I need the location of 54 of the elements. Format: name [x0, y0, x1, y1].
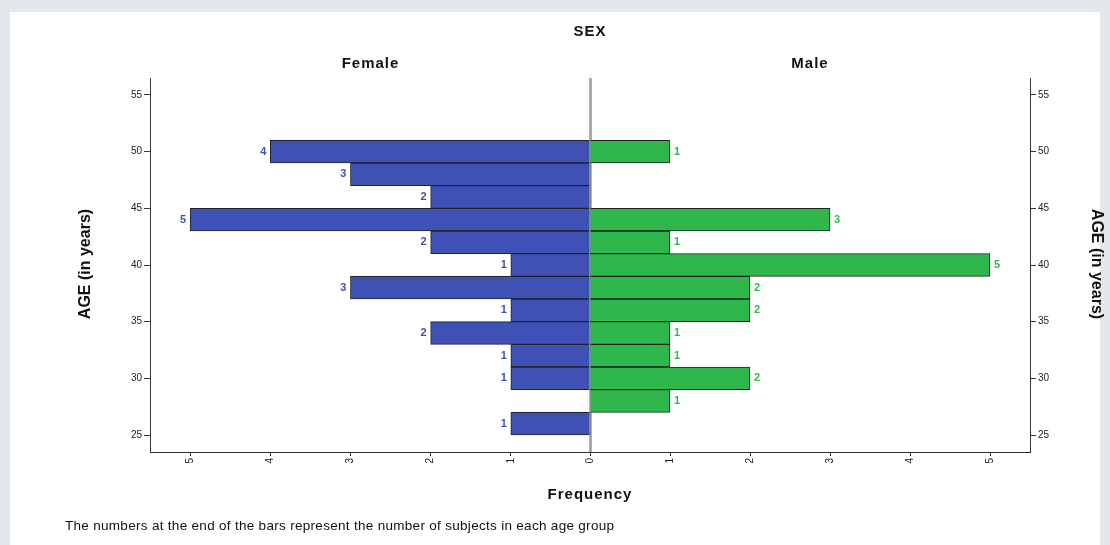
data-label: 2	[754, 280, 761, 293]
data-label: 5	[179, 212, 187, 225]
data-label: 4	[260, 144, 268, 157]
data-label: 2	[754, 371, 761, 384]
data-label: 5	[994, 258, 1001, 271]
x-tick-label: 2	[424, 457, 436, 464]
data-label: 1	[500, 303, 507, 316]
data-label: 2	[420, 190, 427, 203]
x-tick-label: 5	[983, 457, 995, 464]
y-axis-title: AGE (in years)	[1088, 207, 1106, 322]
y-tick-label: 55	[130, 88, 143, 100]
data-label: 2	[420, 326, 427, 339]
data-label: 1	[500, 258, 507, 271]
y-tick-label: 40	[130, 258, 143, 270]
chart-subtitle: Male	[790, 54, 830, 71]
x-tick-label: 0	[583, 457, 595, 464]
y-tick-label: 45	[1038, 202, 1050, 214]
x-tick-label: 1	[504, 457, 516, 464]
data-label: 3	[340, 280, 347, 293]
data-label: 2	[754, 303, 761, 316]
data-label: 1	[500, 416, 507, 429]
chart-subtitle: Female	[340, 54, 401, 71]
data-label: 1	[674, 394, 681, 407]
y-tick-label: 50	[130, 145, 143, 157]
y-tick-label: 45	[130, 202, 143, 214]
y-tick-label: 30	[1038, 372, 1050, 384]
chart-title: SEX	[572, 22, 608, 39]
y-tick-label: 30	[130, 372, 143, 384]
x-tick-label: 4	[264, 457, 276, 464]
y-tick-label: 35	[1038, 315, 1050, 327]
data-label: 1	[674, 326, 681, 339]
x-tick-label: 4	[903, 457, 915, 464]
y-tick-label: 55	[1038, 88, 1050, 100]
y-tick-label: 25	[130, 428, 143, 440]
data-label: 3	[340, 167, 347, 180]
x-axis-title: Frequency	[546, 485, 634, 502]
data-label: 2	[420, 235, 427, 248]
y-tick-label: 25	[1038, 428, 1050, 440]
data-label: 1	[674, 235, 681, 248]
data-label: 1	[674, 348, 681, 361]
x-tick-label: 1	[663, 457, 675, 464]
text: The numbers at the end of the bars represent the number of subjects in each age group	[65, 518, 615, 533]
x-tick-label: 5	[183, 457, 195, 464]
data-label: 1	[500, 371, 507, 384]
x-tick-label: 2	[743, 457, 755, 464]
y-tick-label: 50	[1038, 145, 1050, 157]
x-tick-label: 3	[344, 457, 356, 464]
y-tick-label: 40	[1038, 258, 1050, 270]
data-label: 1	[674, 144, 681, 157]
data-label: 1	[500, 348, 507, 361]
data-label: 3	[834, 212, 841, 225]
x-tick-label: 3	[823, 457, 835, 464]
y-tick-label: 35	[130, 315, 143, 327]
y-axis-title: AGE (in years)	[76, 207, 94, 322]
